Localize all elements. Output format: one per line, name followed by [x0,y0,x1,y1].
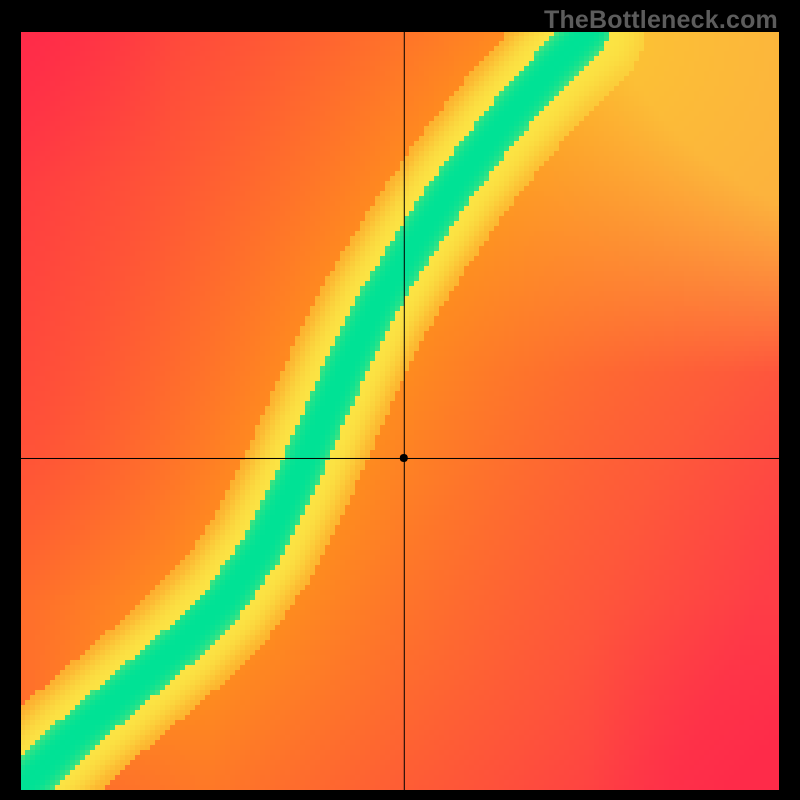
watermark-text: TheBottleneck.com [544,6,778,35]
bottleneck-heatmap [21,32,779,790]
outer-frame: TheBottleneck.com [0,0,800,800]
